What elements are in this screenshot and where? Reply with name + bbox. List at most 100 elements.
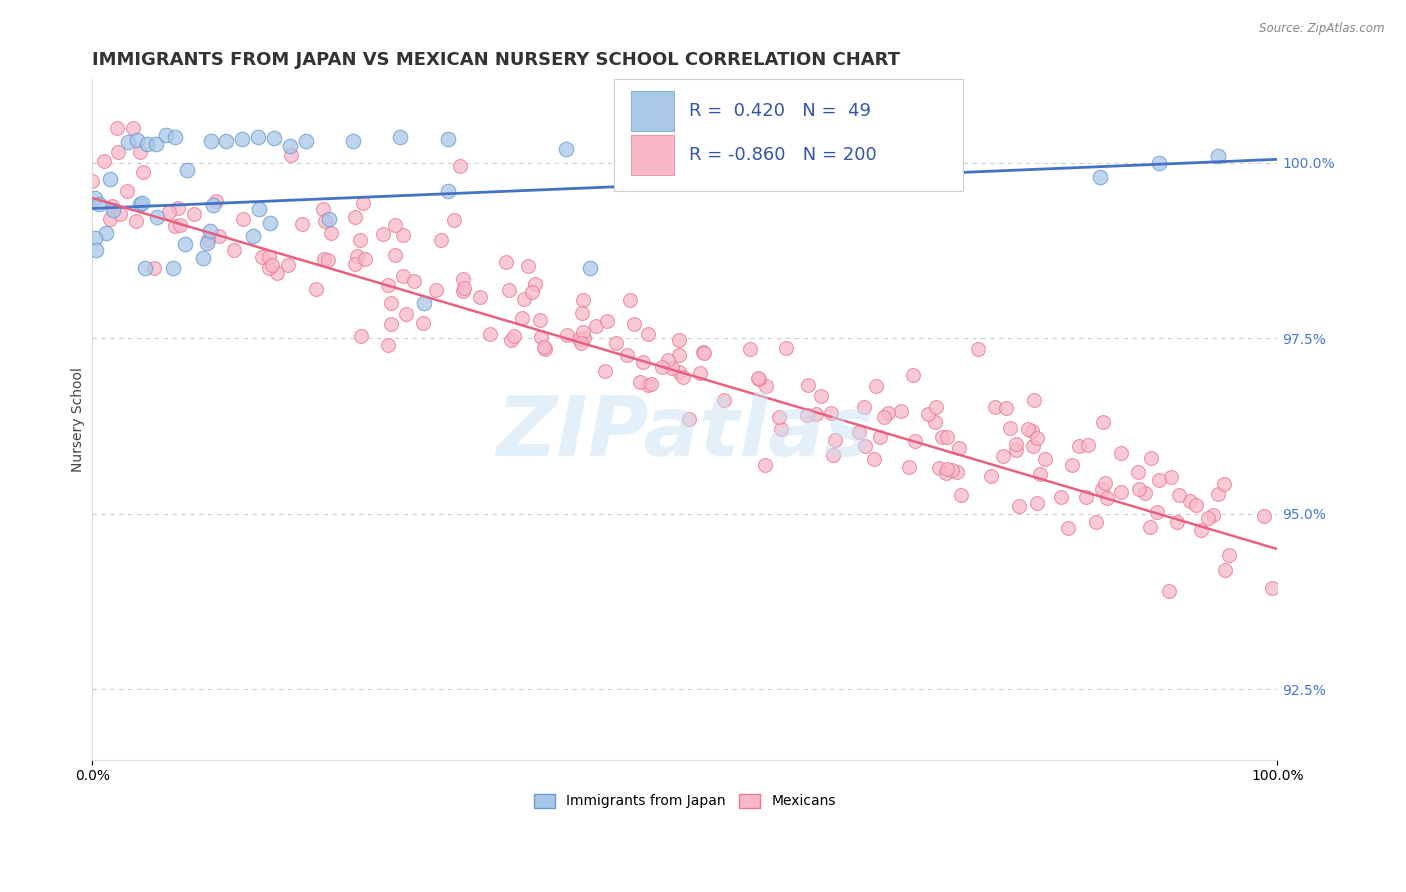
- Point: [1213, 563, 1236, 577]
- Point: [125, 214, 148, 228]
- Point: [129, 196, 152, 211]
- Point: [631, 355, 654, 369]
- Point: [157, 205, 180, 219]
- Point: [796, 408, 818, 422]
- Point: [689, 366, 711, 380]
- Point: [316, 253, 339, 268]
- Point: [183, 207, 205, 221]
- Point: [770, 422, 793, 436]
- Point: [392, 228, 415, 243]
- Point: [797, 377, 820, 392]
- Point: [449, 159, 471, 173]
- Point: [1077, 438, 1099, 452]
- Point: [1185, 498, 1208, 512]
- Point: [768, 410, 790, 425]
- Point: [94, 226, 117, 240]
- FancyBboxPatch shape: [631, 135, 673, 176]
- Point: [692, 345, 714, 359]
- Point: [163, 219, 186, 233]
- Point: [319, 226, 342, 240]
- Point: [877, 406, 900, 420]
- Point: [155, 128, 177, 142]
- Point: [928, 461, 950, 475]
- Point: [250, 250, 273, 264]
- Point: [208, 229, 231, 244]
- Point: [1022, 439, 1045, 453]
- Point: [593, 364, 616, 378]
- Point: [377, 338, 399, 352]
- Point: [852, 400, 875, 414]
- Point: [946, 465, 969, 479]
- Point: [134, 261, 156, 276]
- Point: [931, 430, 953, 444]
- Point: [1166, 515, 1188, 529]
- Point: [863, 452, 886, 467]
- Point: [966, 343, 988, 357]
- Point: [1159, 584, 1181, 599]
- Point: [352, 195, 374, 210]
- Point: [1147, 473, 1170, 487]
- Point: [571, 306, 593, 320]
- Point: [917, 408, 939, 422]
- Text: IMMIGRANTS FROM JAPAN VS MEXICAN NURSERY SCHOOL CORRELATION CHART: IMMIGRANTS FROM JAPAN VS MEXICAN NURSERY…: [93, 51, 900, 69]
- Point: [574, 331, 596, 345]
- FancyBboxPatch shape: [631, 91, 673, 131]
- Point: [380, 317, 402, 331]
- Point: [738, 342, 761, 356]
- Point: [145, 210, 167, 224]
- Point: [936, 461, 959, 475]
- Point: [443, 212, 465, 227]
- Point: [105, 120, 128, 135]
- Point: [1026, 431, 1049, 445]
- Point: [318, 212, 340, 227]
- Point: [342, 134, 364, 148]
- Point: [901, 368, 924, 382]
- Point: [568, 332, 591, 346]
- Point: [747, 371, 769, 385]
- Point: [925, 400, 948, 414]
- Point: [980, 468, 1002, 483]
- Point: [135, 136, 157, 151]
- Y-axis label: Nursery School: Nursery School: [72, 367, 86, 472]
- Point: [89, 197, 111, 211]
- Point: [1253, 508, 1275, 523]
- Point: [1206, 149, 1229, 163]
- Point: [713, 392, 735, 407]
- Point: [257, 261, 280, 276]
- Point: [1260, 581, 1282, 595]
- Point: [810, 389, 832, 403]
- Point: [853, 439, 876, 453]
- Point: [224, 243, 246, 257]
- Point: [394, 307, 416, 321]
- Point: [1049, 491, 1071, 505]
- Point: [516, 259, 538, 273]
- Point: [640, 377, 662, 392]
- Point: [402, 274, 425, 288]
- Point: [280, 148, 302, 162]
- Point: [259, 250, 281, 264]
- Point: [1088, 169, 1111, 184]
- Point: [512, 310, 534, 325]
- Point: [436, 131, 458, 145]
- Point: [1097, 491, 1119, 505]
- Point: [173, 237, 195, 252]
- Point: [572, 293, 595, 307]
- Point: [1189, 523, 1212, 537]
- Point: [502, 329, 524, 343]
- Point: [1025, 496, 1047, 510]
- Point: [628, 375, 651, 389]
- Point: [1029, 467, 1052, 481]
- Point: [1060, 458, 1083, 472]
- Point: [354, 252, 377, 266]
- Point: [266, 266, 288, 280]
- Point: [346, 248, 368, 262]
- Point: [1076, 490, 1098, 504]
- Point: [775, 341, 797, 355]
- Point: [1128, 482, 1150, 496]
- Point: [145, 136, 167, 151]
- Point: [1022, 392, 1045, 407]
- Point: [949, 488, 972, 502]
- Point: [651, 360, 673, 375]
- Point: [1197, 511, 1219, 525]
- Point: [314, 214, 336, 228]
